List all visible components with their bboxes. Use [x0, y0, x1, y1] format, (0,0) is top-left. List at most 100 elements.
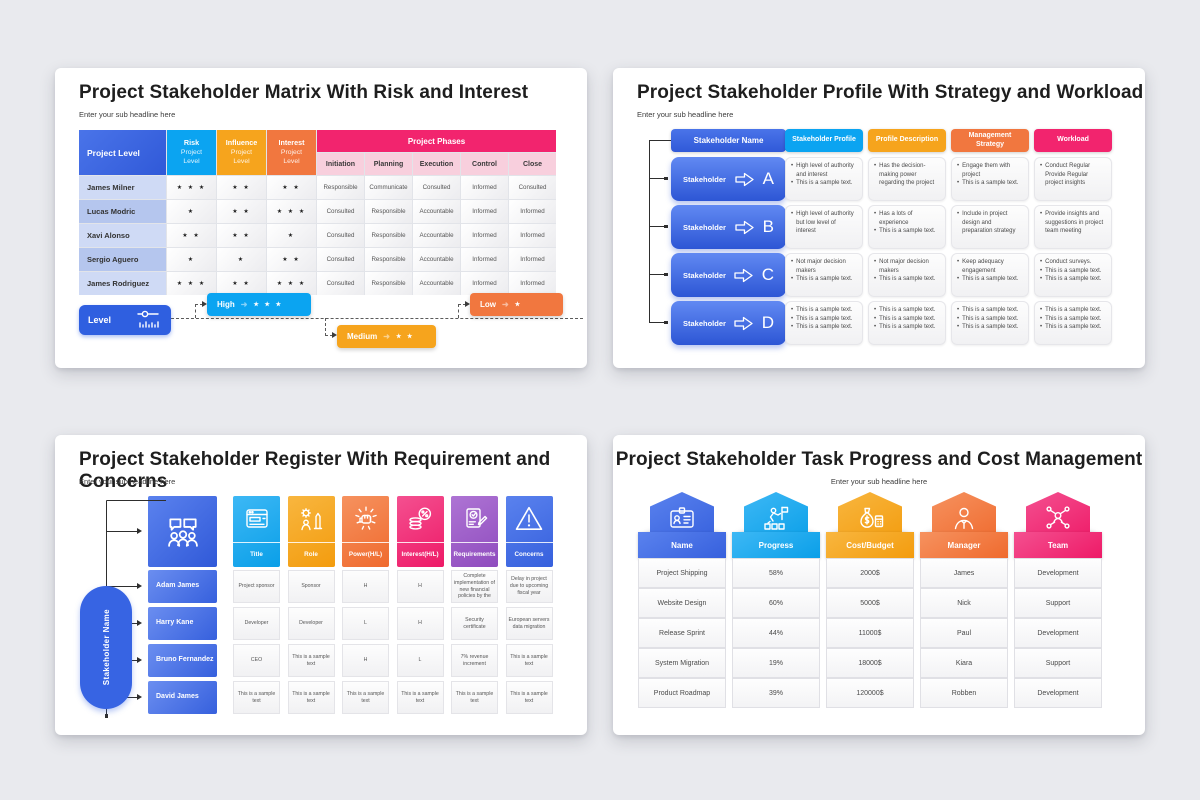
bullet-text: This is a sample text.	[1045, 315, 1102, 322]
bullet-icon: •	[791, 324, 794, 331]
matrix-table: Project Level Risk Project Level Influence P…	[79, 130, 556, 295]
phase-value-cell: Consulted	[317, 272, 364, 295]
stakeholder-letter: D	[761, 313, 774, 332]
stakeholder-name-header: Stakeholder Name	[671, 129, 786, 152]
phase-value-cell: Responsible	[317, 176, 364, 199]
bullet-icon: •	[874, 315, 877, 322]
bullet-text: Include in project design and preparatio…	[962, 211, 1016, 235]
bullet-text: This is a sample text.	[962, 315, 1019, 322]
profile-cell: • This is a sample text. • This is a sample…	[951, 301, 1029, 345]
register-cell: Complete implementation of new financial…	[451, 570, 498, 603]
bullet-icon: •	[957, 163, 960, 169]
bullet-item: • This is a sample text.	[874, 227, 940, 236]
tasks-cell: Support	[1014, 648, 1102, 678]
connector-line	[171, 318, 583, 319]
profile-cell: • Engage them with project • This is a samp…	[951, 157, 1029, 201]
phase-column-header: Initiation	[317, 153, 364, 175]
star-rating-cell: ★ ★	[167, 224, 216, 247]
tasks-cell: Paul	[920, 618, 1008, 648]
matrix-corner-header: Project Level	[79, 130, 166, 175]
tasks-cell: Nick	[920, 588, 1008, 618]
bullet-item: • This is a sample text.	[791, 315, 857, 324]
profile-cell: • Keep adequacy engagement • This is a samp…	[951, 253, 1029, 297]
bullet-icon: •	[874, 307, 877, 313]
bullet-icon: •	[874, 228, 877, 235]
bullet-text: This is a sample text.	[796, 307, 853, 313]
connector-arrow-icon	[106, 583, 142, 590]
phase-value-cell: Responsible	[365, 272, 412, 295]
register-name-cell: David James	[148, 681, 217, 714]
connector-line	[649, 274, 667, 275]
bullet-item: • This is a sample text.	[791, 275, 857, 284]
tasks-cell: 11000$	[826, 618, 914, 648]
stakeholder-button-label: Stakeholder	[683, 174, 726, 184]
bullet-text: This is a sample text.	[962, 276, 1019, 283]
bullet-text: This is a sample text.	[796, 180, 853, 187]
browser-title-icon	[233, 496, 280, 542]
bullet-icon: •	[1040, 211, 1043, 217]
register-cell: Developer	[287, 607, 335, 640]
connector-line	[325, 318, 326, 336]
bullet-text: This is a sample text.	[879, 315, 936, 322]
bullet-text: Engage them with project	[962, 163, 1011, 178]
bullet-text: This is a sample text.	[879, 276, 936, 283]
phase-value-cell: Accountable	[413, 224, 460, 247]
bullet-item: • This is a sample text.	[1040, 323, 1106, 332]
bullet-text: This is a sample text.	[879, 307, 936, 313]
money-bag-icon	[855, 503, 885, 533]
stakeholder-letter: A	[762, 169, 774, 188]
bullet-text: This is a sample text.	[1045, 307, 1102, 313]
phase-value-cell: Responsible	[365, 200, 412, 223]
bullet-icon: •	[957, 259, 960, 265]
bullet-item: • Not major decision makers	[791, 258, 857, 275]
legend-stars: ★	[514, 302, 523, 308]
register-name-cell: Harry Kane	[148, 607, 217, 640]
register-column-label: Concerns	[505, 542, 553, 567]
phase-value-cell: Informed	[509, 248, 556, 271]
bullet-icon: •	[791, 211, 794, 217]
phase-value-cell: Informed	[509, 200, 556, 223]
phase-value-cell: Accountable	[413, 272, 460, 295]
arrow-right-icon	[734, 220, 755, 235]
bullet-item: • Keep adequacy engagement	[957, 258, 1023, 275]
bullet-icon: •	[791, 276, 794, 283]
bullet-item: • Conduct surveys.	[1040, 258, 1106, 267]
bullet-item: • This is a sample text.	[957, 306, 1023, 315]
tasks-cell: System Migration	[638, 648, 726, 678]
tasks-cell: 60%	[732, 588, 820, 618]
phase-column-header: Execution	[413, 153, 460, 175]
tasks-column-costbudget: Cost/Budget 2000$ 5000$ 11000$ 18000$ 120000$	[826, 492, 914, 711]
bullet-item: • This is a sample text.	[874, 323, 940, 332]
level-header-rest: Project Level	[280, 149, 303, 166]
slide-matrix[interactable]: Project Stakeholder Matrix With Risk and…	[55, 68, 587, 368]
legend-chip-label: High	[217, 300, 235, 309]
bullet-icon: •	[874, 259, 877, 265]
tasks-cell: Website Design	[638, 588, 726, 618]
connector-line	[649, 178, 667, 179]
tasks-cell: 120000$	[826, 678, 914, 708]
tasks-cell: Release Sprint	[638, 618, 726, 648]
stakeholder-button-B: Stakeholder B	[671, 205, 786, 249]
id-card-icon	[667, 503, 697, 533]
bullet-item: • High level of authority but low level o…	[791, 210, 857, 236]
level-header-top: Interest	[278, 138, 305, 148]
slide-profile[interactable]: Project Stakeholder Profile With Strateg…	[613, 68, 1145, 368]
bullet-icon: •	[1040, 315, 1043, 322]
tasks-cell: 19%	[732, 648, 820, 678]
bullet-text: This is a sample text.	[879, 228, 936, 235]
profile-cell: • This is a sample text. • This is a sample…	[1034, 301, 1112, 345]
bullet-icon: •	[1040, 324, 1043, 331]
profile-column-header: Stakeholder Profile	[785, 129, 863, 152]
progress-flag-icon	[761, 503, 791, 533]
bullet-icon: •	[874, 324, 877, 331]
bullet-text: This is a sample text.	[796, 315, 853, 322]
profile-cell: • Provide insights and suggestions in pro…	[1034, 205, 1112, 249]
tasks-cell: Robben	[920, 678, 1008, 708]
bullet-icon: •	[957, 307, 960, 313]
slide-register[interactable]: Project Stakeholder Register With Requir…	[55, 435, 587, 735]
slide-tasks[interactable]: Project Stakeholder Task Progress and Co…	[613, 435, 1145, 735]
legend-arrow-icon: ➜	[383, 332, 390, 341]
tasks-column-header: Name	[638, 532, 726, 558]
stakeholder-button-label: Stakeholder	[683, 222, 726, 232]
page-title: Project Stakeholder Register With Requir…	[79, 449, 551, 492]
